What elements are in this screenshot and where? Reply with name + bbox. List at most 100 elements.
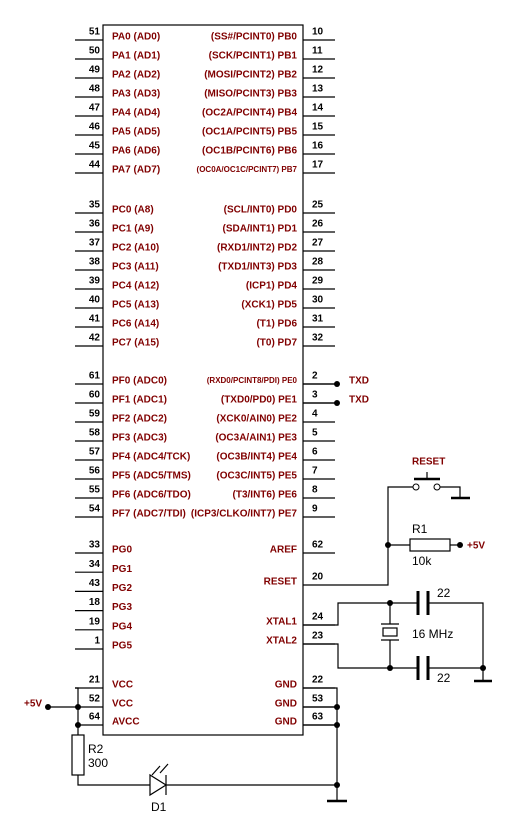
pin-label: (OC3A/AIN1) PE3 <box>215 433 297 444</box>
pin-label: (MOSI/PCINT2) PB2 <box>204 70 297 81</box>
pin-number: 25 <box>312 200 324 211</box>
pin-number: 2 <box>312 371 318 382</box>
pin-number: 23 <box>312 631 324 642</box>
pin-number: 33 <box>89 540 101 551</box>
pin-number: 24 <box>312 612 324 623</box>
pin-number: 62 <box>312 540 324 551</box>
pin-number: 12 <box>312 65 324 76</box>
chip-body <box>102 24 304 736</box>
pin-number: 45 <box>89 141 101 152</box>
pin-label: (OC3C/INT5) PE5 <box>216 471 297 482</box>
pin-label: PF1 (ADC1) <box>112 395 167 406</box>
pin-number: 21 <box>89 675 101 686</box>
pin-label: (TXD1/INT3) PD3 <box>218 262 297 273</box>
component-label: D1 <box>151 800 167 814</box>
pin-number: 26 <box>312 219 324 230</box>
pin-number: 47 <box>89 103 101 114</box>
pin-label: GND <box>275 680 297 691</box>
pin-number: 22 <box>312 675 324 686</box>
pin-number: 40 <box>89 295 101 306</box>
pin-label: VCC <box>112 699 133 710</box>
pin-label: (OC1B/PCINT6) PB6 <box>202 146 297 157</box>
component-value: 10k <box>412 554 432 568</box>
pin-number: 13 <box>312 84 324 95</box>
pin-number: 5 <box>312 428 318 439</box>
pin-label: PC3 (A11) <box>112 262 159 273</box>
pin-label: PF2 (ADC2) <box>112 414 167 425</box>
pin-label: PC0 (A8) <box>112 205 154 216</box>
pin-label: PG0 <box>112 545 132 556</box>
pin-label: PG3 <box>112 602 132 613</box>
pin-label: PF0 (ADC0) <box>112 376 167 387</box>
pin-number: 44 <box>89 160 101 171</box>
pin-label: PC5 (A13) <box>112 300 159 311</box>
pin-label: PF6 (ADC6/TDO) <box>112 490 191 501</box>
pin-number: 43 <box>89 578 101 589</box>
pin-label: (RXD0/PCINT8/PDI) PE0 <box>207 376 298 385</box>
pin-number: 42 <box>89 333 101 344</box>
pin-number: 53 <box>312 694 324 705</box>
pin-label: (T0) PD7 <box>256 338 297 349</box>
pin-label: AREF <box>270 545 297 556</box>
pin-label: (SCL/INT0) PD0 <box>224 205 298 216</box>
pin-number: 38 <box>89 257 101 268</box>
net-label: +5V <box>467 541 485 552</box>
pin-number: 41 <box>89 314 101 325</box>
pin-number: 36 <box>89 219 101 230</box>
pin-label: PF5 (ADC5/TMS) <box>112 471 191 482</box>
component-label: RESET <box>412 457 445 468</box>
pin-label: PC6 (A14) <box>112 319 159 330</box>
pin-label: (ICP1) PD4 <box>246 281 298 292</box>
pin-label: PF3 (ADC3) <box>112 433 167 444</box>
net-label: TXD <box>349 395 369 406</box>
pin-label: PG5 <box>112 641 132 652</box>
pin-number: 7 <box>312 466 318 477</box>
pin-number: 11 <box>312 46 323 57</box>
pin-label: PA2 (AD2) <box>112 70 160 81</box>
pin-label: XTAL1 <box>266 617 297 628</box>
component-value: 22 <box>437 671 451 685</box>
pin-number: 34 <box>89 559 101 570</box>
labels: TXD TXD RESET R1 10k +5V 22 16 MHz 22 +5… <box>24 376 485 815</box>
component-value: 22 <box>437 586 451 600</box>
pin-number: 49 <box>89 65 101 76</box>
pin-number: 35 <box>89 200 101 211</box>
pin-number: 3 <box>312 390 318 401</box>
pin-number: 6 <box>312 447 318 458</box>
component-label: R2 <box>88 742 104 756</box>
pin-label: PA7 (AD7) <box>112 165 160 176</box>
pin-number: 14 <box>312 103 324 114</box>
pin-number: 56 <box>89 466 101 477</box>
pin-number: 10 <box>312 27 324 38</box>
pin-label: PA1 (AD1) <box>112 51 160 62</box>
pin-number: 57 <box>89 447 101 458</box>
pin-number: 55 <box>89 485 101 496</box>
pin-number: 58 <box>89 428 101 439</box>
pin-number: 46 <box>89 122 101 133</box>
pin-number: 61 <box>89 371 101 382</box>
pin-number: 8 <box>312 485 318 496</box>
pin-number: 4 <box>312 409 318 420</box>
net-label: +5V <box>24 699 42 710</box>
pin-number: 19 <box>89 616 101 627</box>
pin-number: 54 <box>89 504 101 515</box>
pin-number: 18 <box>89 597 101 608</box>
pin-label: PA6 (AD6) <box>112 146 160 157</box>
wiring <box>45 381 492 803</box>
pin-number: 28 <box>312 257 324 268</box>
pin-label: PG1 <box>112 564 132 575</box>
pin-number: 59 <box>89 409 101 420</box>
pin-label: PC4 (A12) <box>112 281 159 292</box>
pin-label: (RXD1/INT2) PD2 <box>217 243 297 254</box>
pin-label: GND <box>275 717 297 728</box>
component-label: R1 <box>412 522 428 536</box>
pin-number: 37 <box>89 238 101 249</box>
pin-label: PA4 (AD4) <box>112 108 160 119</box>
pin-number: 50 <box>89 46 101 57</box>
pin-number: 64 <box>89 712 101 723</box>
pin-number: 48 <box>89 84 101 95</box>
pin-number: 60 <box>89 390 101 401</box>
pin-label: PA5 (AD5) <box>112 127 160 138</box>
pin-number: 27 <box>312 238 324 249</box>
